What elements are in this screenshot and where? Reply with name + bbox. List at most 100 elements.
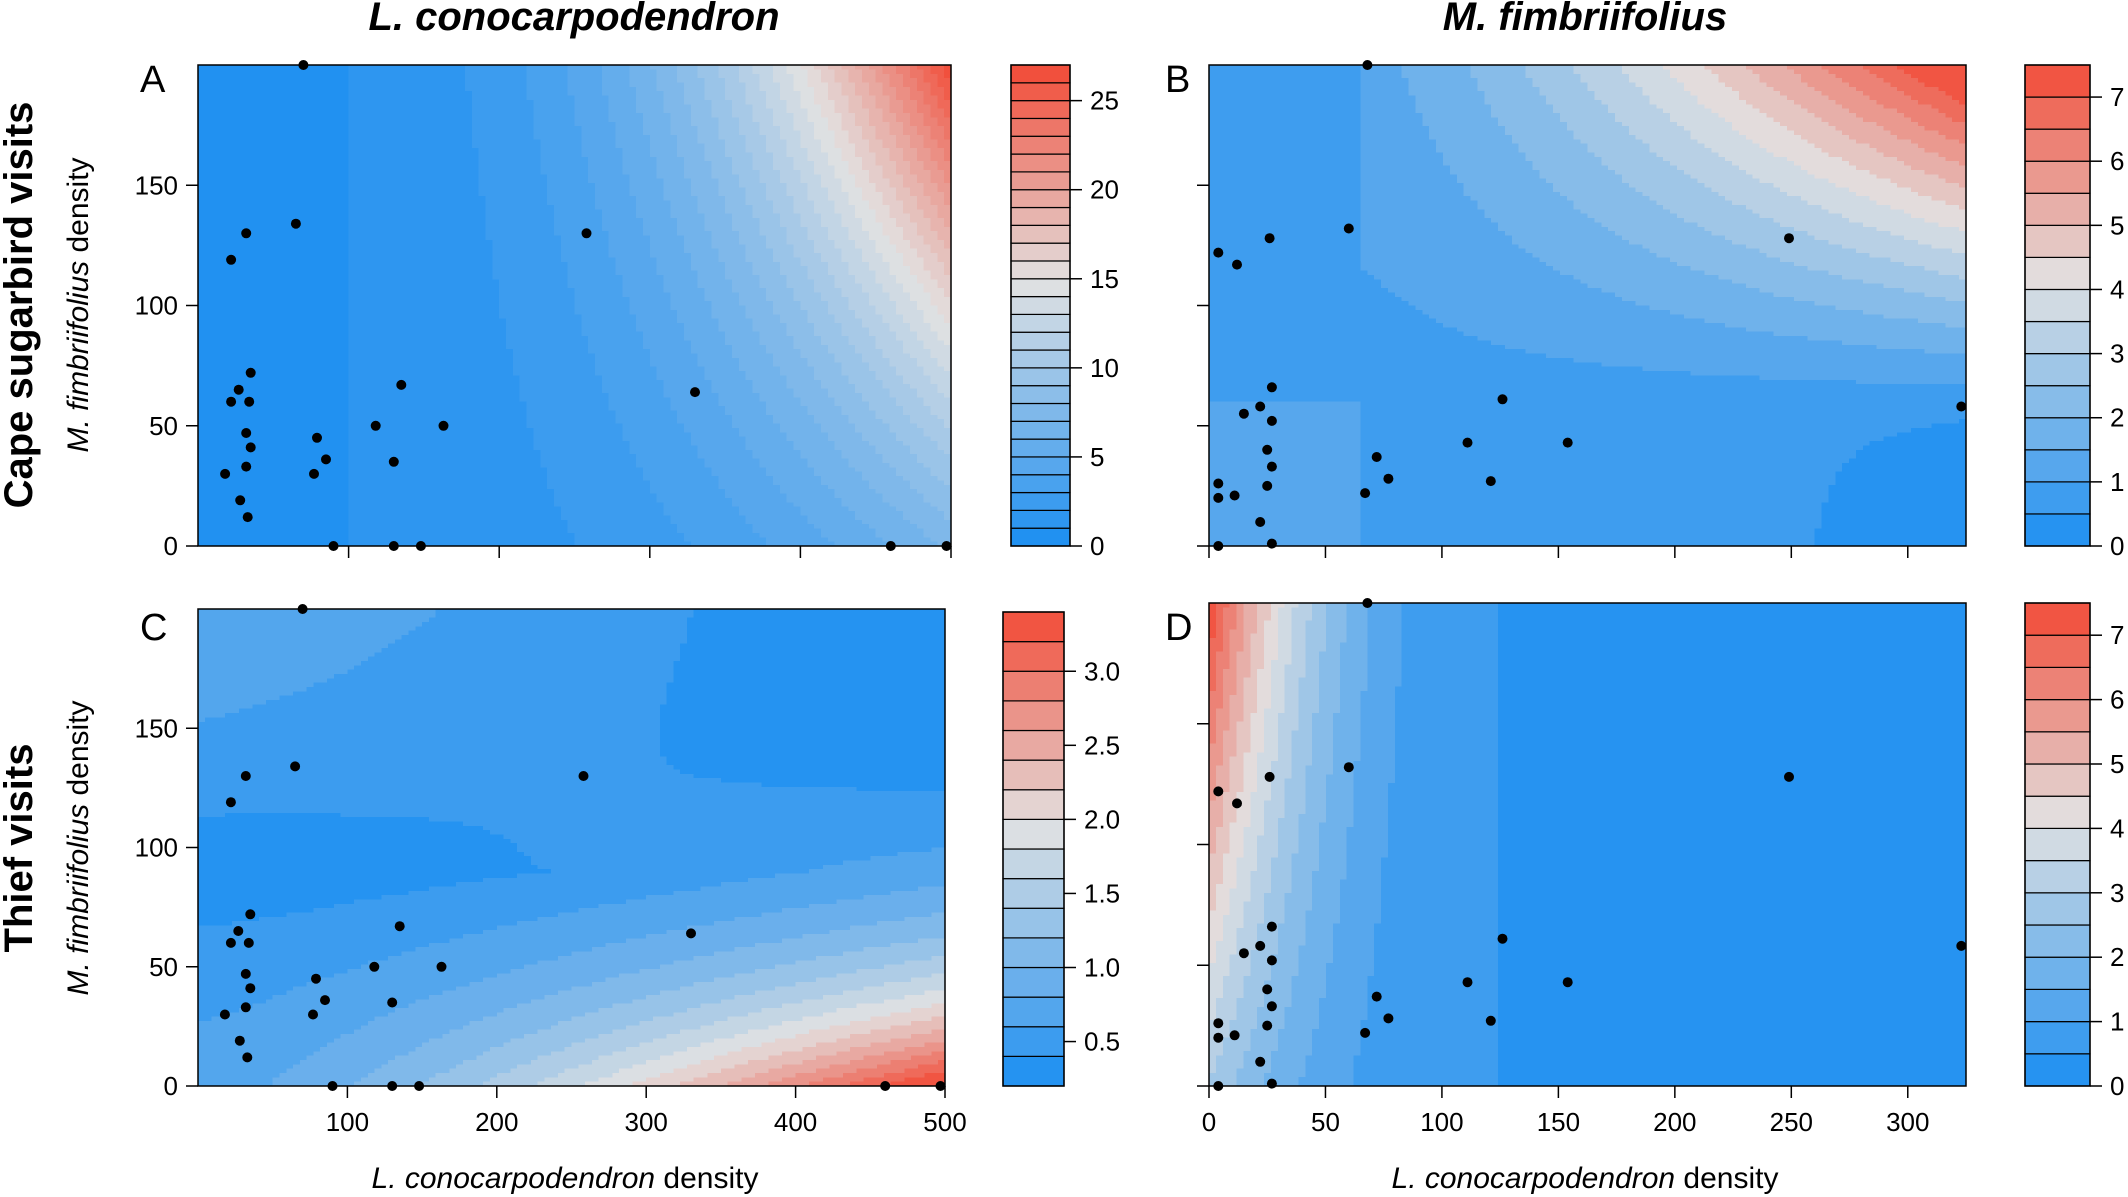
colorbar-band	[1002, 759, 1065, 791]
data-point	[1371, 452, 1382, 462]
x-tick-label: 300	[625, 1107, 668, 1137]
colorbar-band	[1010, 367, 1071, 387]
colorbar-tick-label: 6	[2110, 146, 2124, 176]
data-point	[327, 1081, 338, 1091]
colorbar-band	[2024, 192, 2091, 226]
colorbar-tick-label: 0	[2110, 1071, 2124, 1101]
colorbar-band	[2024, 988, 2091, 1023]
colorbar-band	[2024, 288, 2091, 323]
data-point	[438, 420, 449, 431]
y-tick-label: 100	[135, 833, 178, 863]
data-point	[1383, 1013, 1394, 1024]
colorbar-band	[2024, 698, 2091, 733]
colorbar-band	[2024, 924, 2091, 958]
colorbar-band	[1010, 82, 1071, 102]
colorbar-band	[1010, 135, 1071, 155]
colorbar-band	[1010, 100, 1071, 120]
colorbar-band	[1002, 878, 1065, 909]
data-point	[1266, 921, 1277, 932]
x-tick-label: 500	[923, 1107, 966, 1137]
colorbar-tick-label: 5	[2110, 210, 2124, 240]
panel-d: D 0 50 100 150 200 250 300 0 1 2 3 4 5 6 7	[1165, 598, 2124, 1137]
data-point	[1255, 517, 1266, 527]
data-point	[1213, 1081, 1224, 1091]
data-point	[1213, 247, 1224, 258]
y-axis-title-top: M. fimbriifolius density	[62, 157, 95, 452]
colorbar-band	[2024, 602, 2091, 636]
colorbar-band	[1010, 331, 1071, 351]
colorbar-band	[2024, 634, 2091, 669]
y-tick-label: 50	[149, 411, 178, 441]
data-point	[242, 1052, 253, 1063]
colorbar-band	[2024, 763, 2091, 797]
y-axis-title-bottom: M. fimbriifolius density	[62, 700, 95, 995]
colorbar-band	[1010, 420, 1071, 440]
colorbar-tick-label: 4	[2110, 813, 2124, 843]
colorbar-tick-label: 1.0	[1084, 953, 1120, 983]
colorbar-frame	[1010, 64, 1071, 547]
colorbar-band	[1010, 278, 1071, 298]
data-point	[219, 1009, 230, 1020]
data-point	[1264, 233, 1275, 244]
data-point	[225, 937, 236, 948]
data-point	[578, 771, 589, 781]
y-tick-label: 150	[135, 170, 178, 200]
colorbar-band	[2024, 353, 2091, 387]
data-point	[941, 541, 952, 551]
data-point	[298, 60, 309, 70]
data-point	[1213, 492, 1224, 503]
y-tick-label: 150	[135, 713, 178, 743]
colorbar-tick-label: 6	[2110, 685, 2124, 715]
colorbar-band	[2024, 224, 2091, 258]
colorbar-band	[2024, 1053, 2091, 1087]
colorbar-band	[1002, 611, 1065, 643]
colorbar-band	[1010, 402, 1071, 422]
data-point	[312, 432, 322, 443]
colorbar-band	[2024, 256, 2091, 291]
panel-c: C 100 200 300 400 500 0 50 100 150 0.5 1.0 1.5 2.0 2.5…	[135, 604, 1120, 1137]
y-tick-label: 0	[164, 1071, 178, 1101]
data-point	[1213, 786, 1224, 797]
data-point	[1255, 940, 1266, 951]
data-point	[245, 909, 256, 920]
data-point	[885, 541, 896, 551]
colorbar-tick-label: 0	[2110, 531, 2124, 561]
colorbar-band	[1002, 966, 1065, 998]
x-tick-label: 100	[326, 1107, 369, 1137]
colorbar-band	[2024, 449, 2091, 483]
colorbar-band	[1002, 937, 1065, 969]
data-point	[387, 997, 398, 1008]
data-point	[309, 468, 319, 479]
colorbar-band	[2024, 417, 2091, 451]
data-point	[321, 454, 331, 465]
colorbar-band	[1010, 313, 1071, 333]
data-point	[1266, 955, 1277, 966]
data-point	[235, 495, 246, 506]
x-axis-title-left: L. conocarpodendron density	[372, 1162, 759, 1195]
colorbar-band	[1010, 64, 1071, 84]
panel-letter: D	[1165, 607, 1192, 649]
colorbar-tick-label: 2	[2110, 403, 2124, 433]
data-point	[414, 1081, 425, 1091]
data-point	[1956, 940, 1967, 951]
x-tick-label: 200	[475, 1107, 518, 1137]
contour-field	[1209, 603, 1966, 1086]
data-point	[1956, 401, 1967, 412]
data-point	[1784, 771, 1794, 782]
data-point	[1383, 473, 1394, 484]
data-point	[1213, 1032, 1224, 1043]
data-point	[415, 541, 426, 551]
colorbar-band	[1010, 206, 1071, 226]
data-point	[240, 968, 251, 979]
colorbar-tick-label: 3	[2110, 339, 2124, 369]
data-point	[1213, 1018, 1224, 1029]
colorbar-band	[1002, 818, 1065, 850]
colorbar-band	[1010, 491, 1071, 511]
data-point	[241, 428, 252, 438]
data-point	[1343, 762, 1354, 773]
colorbar-band	[1002, 907, 1065, 939]
panel-letter: B	[1165, 59, 1190, 101]
data-point	[581, 228, 592, 239]
data-point	[320, 995, 330, 1006]
data-point	[242, 512, 253, 523]
